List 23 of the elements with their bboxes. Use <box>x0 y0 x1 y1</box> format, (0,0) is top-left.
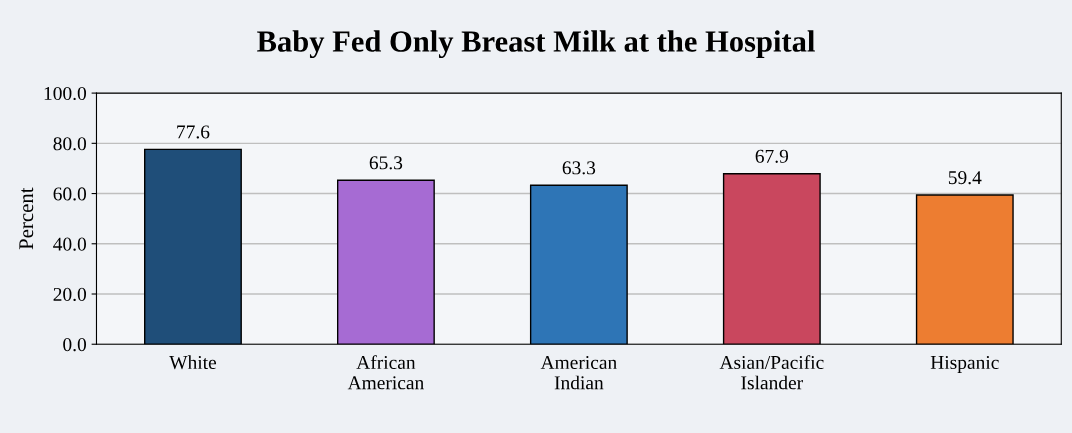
data-label: 77.6 <box>177 125 210 139</box>
x-tick-label: Asian/Pacific Islander <box>719 355 824 390</box>
data-label: 67.9 <box>755 149 789 163</box>
bar <box>529 184 628 345</box>
bar <box>336 179 435 345</box>
y-axis-title: Percent <box>19 187 34 250</box>
y-tick-label: 100.0 <box>44 86 87 101</box>
y-tick-label: 80.0 <box>53 137 87 151</box>
y-tick-label: 40.0 <box>53 237 87 251</box>
y-tick-label: 20.0 <box>53 287 87 302</box>
x-tick-label: American Indian <box>540 355 617 390</box>
chart-title: Baby Fed Only Breast Milk at the Hospital <box>257 30 815 59</box>
x-tick-label: Hispanic <box>930 355 999 373</box>
bar <box>915 194 1014 345</box>
bar <box>722 173 821 345</box>
data-label: 63.3 <box>562 161 596 175</box>
data-label: 59.4 <box>948 171 982 185</box>
x-tick-label: White <box>169 355 217 370</box>
bar <box>144 148 242 345</box>
x-tick-label: African American <box>347 355 424 390</box>
data-label: 65.3 <box>369 156 403 170</box>
y-tick-label: 60.0 <box>53 187 87 201</box>
y-tick-label: 0.0 <box>63 338 87 352</box>
